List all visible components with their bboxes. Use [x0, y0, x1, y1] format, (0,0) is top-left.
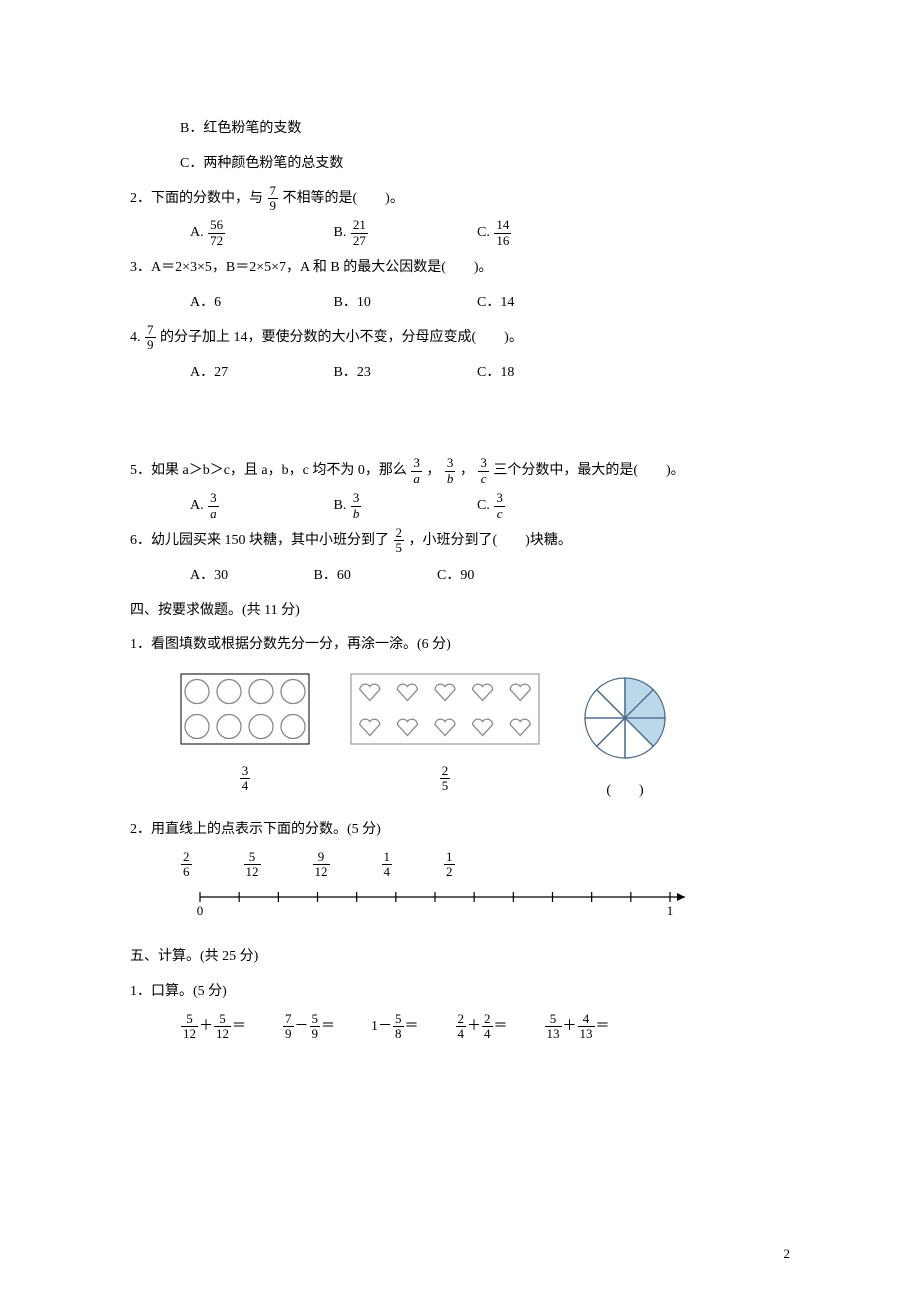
q4-opt-c: C．18 — [477, 358, 617, 389]
calc-item: 513＋413＝ — [544, 1012, 610, 1043]
q2-stem-a: 2．下面的分数中，与 — [130, 191, 263, 206]
q3-opts: A．6 B．10 C．14 — [130, 288, 790, 319]
sec5-p1-stem: 1．口算。(5 分) — [130, 977, 790, 1008]
fig-circles: 34 — [180, 673, 310, 795]
q4-opt-b: B．23 — [334, 358, 474, 389]
numline-frac: 14 — [382, 850, 393, 880]
q5-opts: A. 3a B. 3b C. 3c — [130, 491, 790, 522]
sec4-p2-stem: 2．用直线上的点表示下面的分数。(5 分) — [130, 815, 790, 846]
pie-icon — [580, 673, 670, 763]
q4-opts: A．27 B．23 C．18 — [130, 358, 790, 389]
q5-opt-c: C. 3c — [477, 491, 617, 522]
q6-opt-c: C．90 — [437, 561, 557, 592]
q1-opt-c: C．两种颜色粉笔的总支数 — [130, 149, 790, 180]
q6-opts: A．30 B．60 C．90 — [130, 561, 790, 592]
sec5-title: 五、计算。(共 25 分) — [130, 942, 790, 973]
q6-stem: 6．幼儿园买来 150 块糖，其中小班分到了 2 5 ，小班分到了( )块糖。 — [130, 526, 790, 557]
fig-hearts: 25 — [350, 673, 540, 795]
numline-icon: 01 — [180, 883, 700, 925]
q3-opt-c: C．14 — [477, 288, 617, 319]
fig3-label: ( ) — [580, 776, 670, 807]
svg-text:1: 1 — [667, 903, 674, 918]
q2-opts: A. 5672 B. 2127 C. 1416 — [130, 218, 790, 249]
q2-stem-b: 不相等的是( )。 — [283, 191, 404, 206]
q1-opt-b: B．红色粉笔的支数 — [130, 114, 790, 145]
q2-stem: 2．下面的分数中，与 7 9 不相等的是( )。 — [130, 184, 790, 215]
fig-pie: ( ) — [580, 673, 670, 807]
svg-text:0: 0 — [197, 903, 204, 918]
numline-frac: 26 — [181, 850, 192, 880]
calc-row: 512＋512＝ 79－59＝ 1－58＝ 24＋24＝ 513＋413＝ — [130, 1012, 790, 1043]
sec4-p1-stem: 1．看图填数或根据分数先分一分，再涂一涂。(6 分) — [130, 630, 790, 661]
calc-item: 1－58＝ — [371, 1012, 419, 1043]
q3-opt-b: B．10 — [334, 288, 474, 319]
sec4-title: 四、按要求做题。(共 11 分) — [130, 596, 790, 627]
spacer — [130, 392, 790, 452]
page-content: B．红色粉笔的支数 C．两种颜色粉笔的总支数 2．下面的分数中，与 7 9 不相… — [0, 0, 920, 1042]
calc-item: 24＋24＝ — [455, 1012, 508, 1043]
q6-frac: 2 5 — [394, 526, 405, 556]
calc-item: 512＋512＝ — [180, 1012, 246, 1043]
q2-opt-a: A. 5672 — [190, 218, 330, 249]
numline-frac: 912 — [313, 850, 330, 880]
q6-opt-b: B．60 — [314, 561, 434, 592]
numline-fracs: 26 512 912 14 12 — [180, 850, 790, 884]
numline-frac: 12 — [444, 850, 455, 880]
calc-item: 79－59＝ — [282, 1012, 335, 1043]
q3-opt-a: A．6 — [190, 288, 330, 319]
numline: 265129121412 01 — [130, 850, 790, 938]
sec4-figs: 34 25 ( ) — [130, 665, 790, 811]
q2-frac: 7 9 — [268, 184, 279, 214]
q5-opt-b: B. 3b — [334, 491, 474, 522]
q6-opt-a: A．30 — [190, 561, 310, 592]
q2-opt-c: C. 1416 — [477, 218, 617, 249]
q2-opt-b: B. 2127 — [334, 218, 474, 249]
page-number: 2 — [784, 1246, 791, 1262]
q4-opt-a: A．27 — [190, 358, 330, 389]
q4-stem: 4. 7 9 的分子加上 14，要使分数的大小不变，分母应变成( )。 — [130, 323, 790, 354]
numline-frac: 512 — [244, 850, 261, 880]
circles-icon — [180, 673, 310, 745]
q5-opt-a: A. 3a — [190, 491, 330, 522]
hearts-icon — [350, 673, 540, 745]
q5-stem: 5．如果 a＞b＞c，且 a，b，c 均不为 0，那么 3a ， 3b ， 3c… — [130, 456, 790, 487]
q4-frac: 7 9 — [145, 323, 156, 353]
q3-stem: 3．A＝2×3×5，B＝2×5×7，A 和 B 的最大公因数是( )。 — [130, 253, 790, 284]
